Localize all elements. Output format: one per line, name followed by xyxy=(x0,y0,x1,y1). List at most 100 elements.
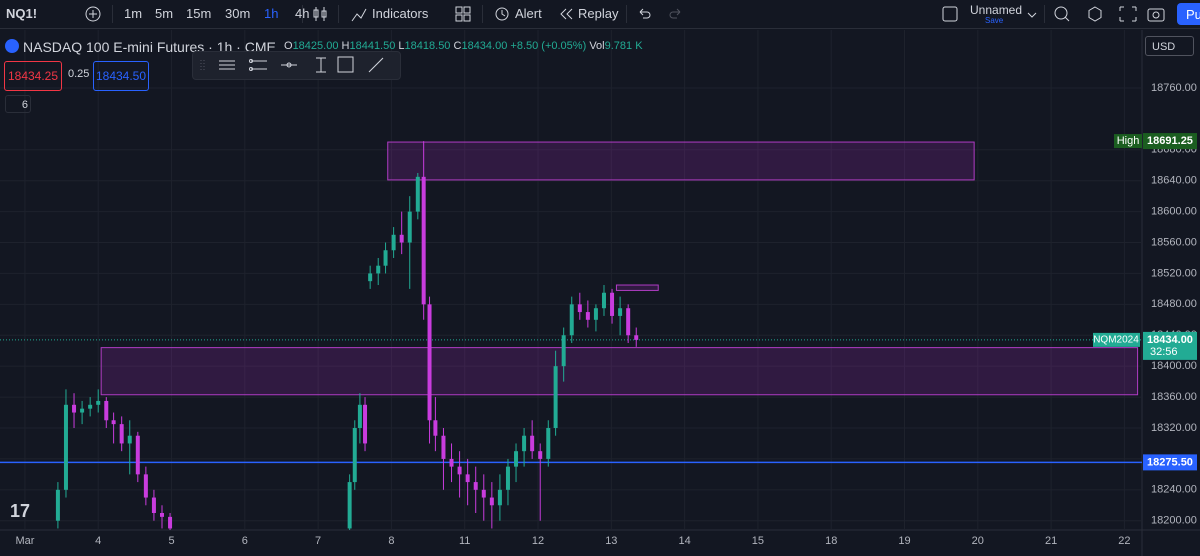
x-tick-label: 13 xyxy=(605,535,617,547)
candle-body xyxy=(522,435,527,452)
symbol-logo xyxy=(5,39,19,53)
y-tick-label: 18360.00 xyxy=(1151,391,1197,403)
x-tick-label: 8 xyxy=(388,535,394,547)
candle-body xyxy=(626,308,631,336)
candle-body xyxy=(473,482,478,490)
chart-type[interactable] xyxy=(312,5,328,23)
x-tick-label: 4 xyxy=(95,535,101,547)
buy-button[interactable]: 18434.50 xyxy=(93,61,149,91)
y-tick-label: 18320.00 xyxy=(1151,422,1197,434)
replay[interactable]: Replay xyxy=(578,6,619,21)
layout-menu[interactable] xyxy=(1027,10,1037,20)
logo: 17 xyxy=(10,501,30,521)
candle-body xyxy=(457,466,462,475)
candle-body xyxy=(538,451,543,459)
interval[interactable]: 15m xyxy=(186,6,212,21)
drawing-toolbar xyxy=(192,51,401,80)
save[interactable]: Save xyxy=(985,16,1004,25)
c-value: 18434.00 xyxy=(461,40,508,52)
interval[interactable]: 1h xyxy=(264,6,279,21)
y-tick-label: 18400.00 xyxy=(1151,360,1197,372)
alert-icon xyxy=(495,7,509,21)
candle-body xyxy=(63,404,68,490)
high-marker-label: 18691.25 xyxy=(1147,135,1193,147)
ohlc: O18425.00 H18441.50 L18418.50 C18434.00 … xyxy=(284,40,643,52)
publish-label: Pu xyxy=(1186,7,1200,22)
symbol-search[interactable]: NQ1! xyxy=(6,6,38,21)
candle-body xyxy=(363,404,368,444)
add-symbol[interactable] xyxy=(84,5,102,23)
candle-body xyxy=(415,176,420,212)
interval[interactable]: 30m xyxy=(225,6,251,21)
candle-body xyxy=(585,312,590,320)
hline-box xyxy=(1143,454,1197,471)
plot xyxy=(0,30,1142,530)
last-price-symbol: NQM2024 xyxy=(1093,335,1139,346)
candle-body xyxy=(352,427,357,483)
candle-body xyxy=(553,366,558,428)
hline-label: 18275.50 xyxy=(1147,456,1193,468)
interval[interactable]: 5m xyxy=(155,6,174,21)
x-tick-label: 12 xyxy=(532,535,544,547)
y-tick-label: 18560.00 xyxy=(1151,236,1197,248)
y-tick-label: 18200.00 xyxy=(1151,515,1197,527)
indicators[interactable]: Indicators xyxy=(372,6,429,21)
candle-body xyxy=(143,474,148,498)
candle-body xyxy=(481,489,486,498)
candle-body xyxy=(119,424,124,444)
candle-body xyxy=(433,420,438,436)
candle-body xyxy=(497,489,502,506)
x-tick-label: 22 xyxy=(1118,535,1130,547)
x-tick-label: 20 xyxy=(972,535,984,547)
candle-body xyxy=(391,234,396,251)
candle-body xyxy=(104,400,109,421)
candle-body xyxy=(357,404,362,428)
sell-button[interactable]: 18434.25 xyxy=(4,61,62,91)
layout-name[interactable]: Unnamed xyxy=(970,3,1023,17)
zone xyxy=(387,141,975,181)
candle-body xyxy=(168,516,173,529)
l-label: L xyxy=(398,40,405,52)
candle-body xyxy=(505,466,510,490)
high-marker-box xyxy=(1143,133,1197,150)
change: +8.50 (+0.05%) xyxy=(510,40,587,52)
candle-body xyxy=(159,512,164,517)
y-tick-label: 18480.00 xyxy=(1151,298,1197,310)
candle-body xyxy=(72,404,77,413)
y-tick-label: 18640.00 xyxy=(1151,175,1197,187)
y-tick-label: 18600.00 xyxy=(1151,206,1197,218)
countdown: 32:56 xyxy=(1150,346,1178,358)
x-tick-label: 18 xyxy=(825,535,837,547)
spread: 0.25 xyxy=(68,68,90,80)
currency[interactable]: USD xyxy=(1145,36,1194,56)
templates[interactable] xyxy=(455,6,471,22)
candle-body xyxy=(427,304,432,421)
candle-body xyxy=(407,211,412,243)
candle-body xyxy=(135,435,140,475)
drawing-tools[interactable] xyxy=(193,52,400,79)
candle-body xyxy=(55,489,60,521)
vol-label: Vol xyxy=(589,40,605,52)
undo[interactable] xyxy=(636,6,652,22)
candle-body xyxy=(465,474,470,483)
indicators-icon xyxy=(351,8,367,22)
redo[interactable] xyxy=(668,6,684,22)
x-tick-label: 11 xyxy=(459,535,470,547)
candle-body xyxy=(151,497,156,513)
candle-body xyxy=(601,292,606,309)
vol-value: 9.781 K xyxy=(604,40,643,52)
candle-body xyxy=(530,435,535,452)
y-tick-label: 18240.00 xyxy=(1151,484,1197,496)
layout-icon xyxy=(942,6,958,22)
publish[interactable]: Pu xyxy=(1177,3,1200,25)
alert[interactable]: Alert xyxy=(515,6,542,21)
last-price-label: 18434.00 xyxy=(1147,334,1193,346)
x-tick-label: Mar xyxy=(15,535,34,547)
l-value: 18418.50 xyxy=(404,40,451,52)
collapse-indicators[interactable]: 6 xyxy=(5,95,31,113)
h-label: H xyxy=(341,40,350,52)
interval[interactable]: 1m xyxy=(124,6,143,21)
candle-body xyxy=(96,400,101,405)
candle-body xyxy=(441,435,446,459)
